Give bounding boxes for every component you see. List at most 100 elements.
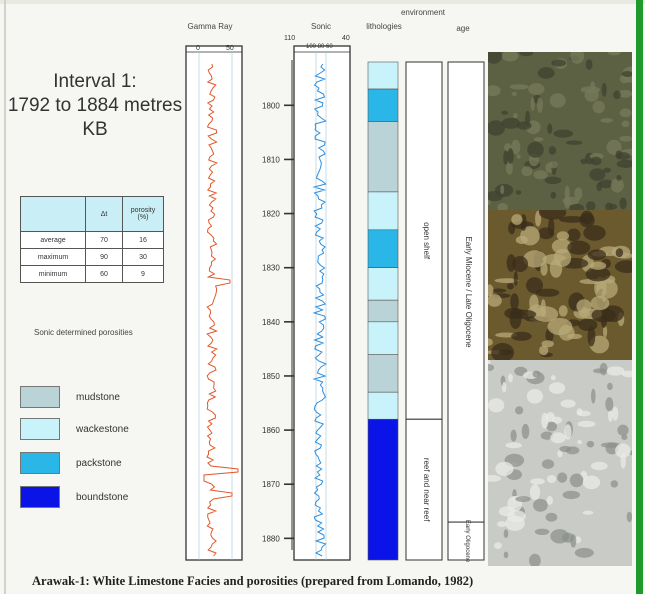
photo-grain xyxy=(591,388,596,404)
photo-grain xyxy=(482,475,501,482)
photo-grain xyxy=(553,129,573,138)
photo-grain xyxy=(530,97,535,112)
photo-grain xyxy=(619,108,632,118)
table-row: maximum 90 30 xyxy=(20,248,164,266)
photo-grain xyxy=(585,59,593,70)
photo-grain xyxy=(546,475,557,483)
photo-grain xyxy=(548,217,555,236)
photo-grain xyxy=(590,296,610,311)
photo-grain xyxy=(615,248,624,258)
photo-grain xyxy=(544,176,562,185)
photo-grain xyxy=(578,318,598,332)
photo-grain xyxy=(500,185,505,195)
photo-grain xyxy=(606,366,625,376)
photo-grain xyxy=(580,86,600,94)
photo-grain xyxy=(587,249,607,261)
depth-tick-label: 1830 xyxy=(262,264,280,273)
photo-grain xyxy=(530,478,545,485)
photo-grain xyxy=(574,187,583,200)
photo-grain xyxy=(523,250,547,268)
photo-grain xyxy=(501,117,521,129)
photo-grain xyxy=(491,288,507,293)
photo-grain xyxy=(577,420,596,428)
table-row: average 70 16 xyxy=(20,231,164,249)
photo-grain xyxy=(539,345,549,356)
lithology-bed-boundstone xyxy=(367,418,399,561)
photo-grain xyxy=(591,308,616,323)
age-interval xyxy=(447,521,485,561)
core-photo-texture xyxy=(483,205,640,362)
row-label: minimum xyxy=(20,265,86,283)
legend-swatch xyxy=(20,452,60,474)
lithology-bed-wackestone xyxy=(367,321,399,355)
photo-grain xyxy=(621,71,633,77)
photo-grain xyxy=(516,121,532,130)
depth-tick-label: 1860 xyxy=(262,426,280,435)
gamma-ray-title: Gamma Ray xyxy=(187,22,233,31)
photo-grain xyxy=(621,434,628,440)
photo-grain xyxy=(626,511,633,523)
photo-grain xyxy=(503,551,509,559)
photo-grain xyxy=(585,266,611,282)
depth-tick-label: 1880 xyxy=(262,534,280,543)
photo-grain xyxy=(610,480,618,488)
environment-interval xyxy=(405,418,443,561)
photo-grain xyxy=(503,150,509,165)
gamma-scale-left: 0 xyxy=(196,45,200,52)
sonic-curve xyxy=(312,63,327,557)
photo-grain xyxy=(559,216,586,223)
photo-grain xyxy=(569,473,584,488)
gamma-ray-curve xyxy=(203,63,239,557)
photo-grain xyxy=(616,152,631,160)
lithology-bed-mudstone xyxy=(367,121,399,193)
photo-grain xyxy=(540,262,548,276)
core-photo-texture xyxy=(484,48,641,213)
photo-grain xyxy=(521,423,530,439)
photo-grain xyxy=(533,170,548,180)
photo-grain xyxy=(515,235,528,245)
porosity-table: Δt porosity (%) average 70 16 maximum 90… xyxy=(20,196,164,283)
photo-grain xyxy=(605,202,613,212)
photo-grain xyxy=(508,373,513,383)
legend-label: boundstone xyxy=(76,492,129,503)
photo-grain xyxy=(551,59,567,67)
photo-grain xyxy=(537,67,555,79)
row-dt: 60 xyxy=(85,265,123,283)
photo-grain xyxy=(501,50,519,62)
photo-grain xyxy=(529,294,539,312)
legend-label: packstone xyxy=(76,458,122,469)
photo-grain xyxy=(564,185,570,200)
gamma-scale-right: 50 xyxy=(226,45,234,52)
interval-line-3: KB xyxy=(82,119,108,140)
photo-grain xyxy=(545,512,558,522)
photo-grain xyxy=(617,424,629,436)
photo-grain xyxy=(590,461,608,471)
photo-grain xyxy=(619,197,627,210)
photo-grain xyxy=(509,309,537,319)
photo-grain xyxy=(505,515,525,531)
photo-grain xyxy=(511,214,523,225)
photo-grain xyxy=(550,432,566,444)
photo-grain xyxy=(577,410,591,417)
photo-grain xyxy=(562,532,574,543)
photo-grain xyxy=(501,110,509,115)
photo-grain xyxy=(587,326,596,347)
photo-grain xyxy=(550,191,557,199)
photo-grain xyxy=(619,135,633,142)
depth-tick-label: 1840 xyxy=(262,318,280,327)
photo-grain xyxy=(497,521,507,528)
photo-grain xyxy=(610,178,624,193)
photo-grain xyxy=(507,148,514,164)
core-photo-dark-limestone xyxy=(484,48,641,213)
age-interval xyxy=(447,61,485,523)
environment-column: open shelf reef and near reef xyxy=(405,61,443,561)
photo-grain xyxy=(521,166,533,177)
photo-grain xyxy=(485,284,494,297)
photo-grain xyxy=(494,278,519,283)
age-label: Early Miocene / Late Oligocene xyxy=(464,236,473,348)
row-label: maximum xyxy=(20,248,86,266)
photo-grain xyxy=(586,201,596,212)
photo-grain xyxy=(513,270,518,286)
photo-grain xyxy=(541,459,555,469)
photo-grain xyxy=(608,409,613,422)
